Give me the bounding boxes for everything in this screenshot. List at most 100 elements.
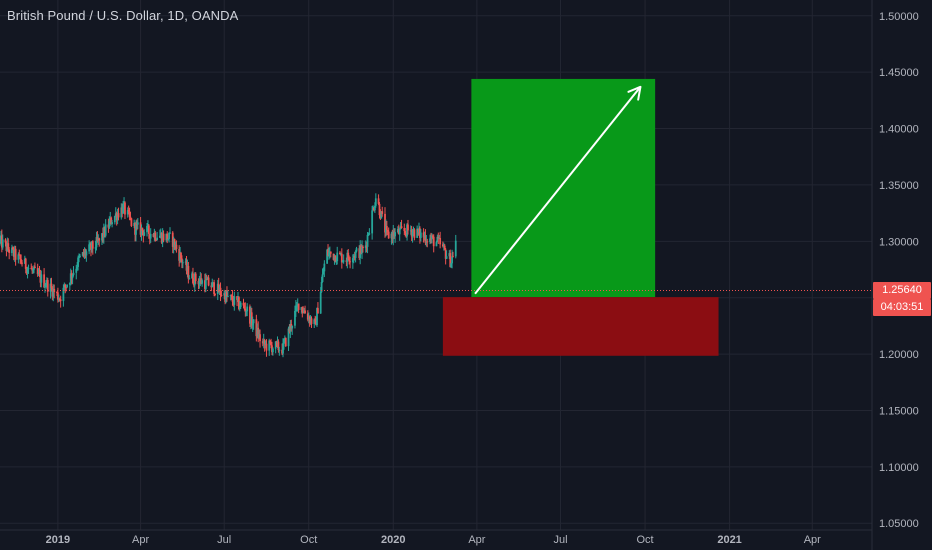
candle-body	[98, 238, 101, 241]
candle-body	[275, 341, 278, 343]
candle-body	[349, 261, 351, 263]
long-position-tool[interactable]	[442, 78, 719, 356]
x-tick-label: Oct	[636, 534, 653, 546]
candle-body	[14, 248, 17, 260]
time-axis[interactable]: 2019 Apr Jul Oct 2020 Apr Jul Oct 2021 Apr	[46, 534, 822, 546]
arrow-drawing[interactable]	[474, 85, 642, 295]
candle-body	[213, 282, 215, 294]
candle-body	[384, 213, 386, 233]
price-axis[interactable]: 1.500001.450001.400001.350001.300001.250…	[879, 11, 919, 530]
candle-body	[424, 235, 427, 243]
candle-body	[353, 255, 356, 258]
candle-body	[65, 287, 68, 289]
candle-body	[11, 247, 13, 253]
candle-body	[264, 343, 267, 346]
candle-body	[290, 324, 293, 329]
candle-body	[193, 273, 196, 286]
candle-body	[429, 238, 431, 242]
candle-body	[62, 287, 65, 302]
candle-body	[303, 310, 306, 313]
candle-body	[319, 291, 322, 314]
candle-body	[198, 280, 201, 285]
candle-body	[160, 233, 163, 243]
candle-body	[403, 227, 406, 232]
candle-body	[387, 231, 390, 239]
candle-body	[262, 339, 265, 344]
candle-body	[31, 268, 34, 271]
candle-body	[339, 252, 341, 255]
candle-body	[374, 198, 377, 206]
candle-body	[377, 198, 380, 204]
candle-body	[412, 229, 415, 232]
candle-body	[4, 239, 7, 243]
candle-body	[352, 255, 355, 259]
candle-body	[103, 227, 106, 236]
candle-body	[191, 273, 193, 279]
candle-body	[454, 240, 457, 257]
candle-body	[153, 232, 156, 237]
candle-body	[179, 252, 181, 261]
y-tick-label: 1.50000	[879, 11, 919, 23]
candle-body	[50, 283, 53, 288]
candle-body	[201, 280, 204, 284]
candle-body	[224, 293, 227, 303]
candle-body	[199, 278, 202, 281]
candle-body	[233, 296, 236, 305]
x-tick-label: 2020	[381, 534, 405, 546]
candle-body	[339, 253, 342, 255]
candle-body	[278, 349, 281, 351]
candle-body	[78, 256, 80, 258]
candle-body	[161, 233, 164, 243]
candle-body	[45, 285, 47, 287]
candle-body	[76, 266, 79, 269]
candle-body	[95, 237, 98, 248]
candle-body	[18, 254, 21, 256]
candle-body	[422, 232, 425, 238]
candle-body	[360, 245, 363, 254]
symbol-title: British Pound / U.S. Dollar, 1D, OANDA	[7, 8, 239, 23]
x-tick-label: Jul	[553, 534, 567, 546]
candle-body	[117, 213, 120, 218]
candle-body	[130, 218, 133, 226]
candle-body	[263, 339, 266, 346]
candle-body	[20, 259, 23, 263]
candle-body	[147, 225, 149, 227]
candle-body	[426, 241, 429, 243]
candle-body	[197, 280, 200, 285]
candle-body	[91, 241, 94, 249]
candle-body	[237, 297, 239, 301]
candle-body	[444, 249, 447, 259]
candle-body	[218, 287, 221, 293]
candle-body	[341, 260, 344, 263]
candle-body	[84, 251, 87, 256]
candle-body	[300, 307, 303, 310]
candle-body	[252, 319, 255, 324]
candle-body	[364, 245, 367, 249]
candle-body	[425, 241, 428, 243]
candle-body	[37, 272, 40, 275]
candlestick-series	[0, 193, 457, 358]
candle-body	[141, 227, 144, 231]
candle-body	[77, 257, 80, 267]
candle-body	[381, 211, 384, 214]
candle-body	[417, 228, 419, 233]
candle-body	[371, 210, 374, 234]
candle-body	[294, 311, 296, 326]
candle-body	[244, 308, 247, 312]
candle-body	[156, 237, 159, 240]
candle-body	[419, 232, 422, 238]
candle-body	[368, 233, 371, 235]
candle-body	[135, 224, 137, 235]
candle-body	[391, 233, 394, 240]
candle-body	[43, 274, 46, 288]
candle-body	[302, 312, 305, 314]
grid-lines	[0, 0, 872, 530]
candle-body	[27, 268, 30, 270]
candle-body	[239, 302, 242, 308]
candle-body	[1, 239, 4, 248]
x-tick-label: 2021	[717, 534, 741, 546]
candle-body	[148, 233, 151, 239]
candle-body	[380, 211, 383, 219]
